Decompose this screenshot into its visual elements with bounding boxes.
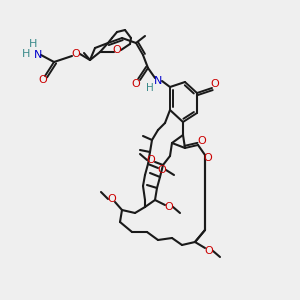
Text: O: O bbox=[205, 246, 213, 256]
Text: O: O bbox=[211, 79, 219, 89]
Text: O: O bbox=[165, 202, 173, 212]
Text: H: H bbox=[29, 39, 37, 49]
Text: O: O bbox=[132, 79, 140, 89]
Text: O: O bbox=[147, 155, 155, 165]
Text: O: O bbox=[108, 194, 116, 204]
Text: O: O bbox=[198, 136, 206, 146]
Text: H: H bbox=[146, 83, 154, 93]
Text: O: O bbox=[112, 45, 122, 55]
Text: O: O bbox=[204, 153, 212, 163]
Text: H: H bbox=[22, 49, 30, 59]
Text: O: O bbox=[72, 49, 80, 59]
Text: O: O bbox=[39, 75, 47, 85]
Text: O: O bbox=[158, 165, 166, 175]
Text: N: N bbox=[34, 50, 42, 60]
Text: N: N bbox=[154, 76, 162, 86]
